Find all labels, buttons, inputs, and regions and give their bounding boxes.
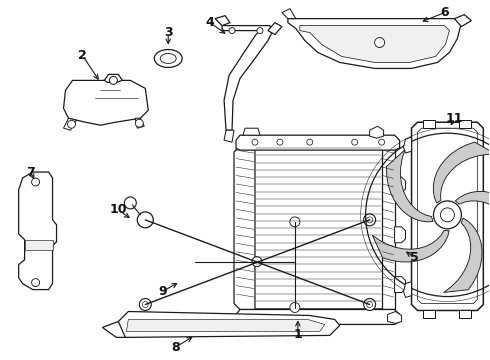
Polygon shape <box>24 240 52 250</box>
Polygon shape <box>135 118 144 128</box>
Polygon shape <box>369 126 384 138</box>
Circle shape <box>290 302 300 312</box>
Text: 3: 3 <box>164 26 172 39</box>
Circle shape <box>367 302 372 307</box>
Polygon shape <box>268 23 282 35</box>
Circle shape <box>32 279 40 287</box>
Polygon shape <box>404 137 412 153</box>
Polygon shape <box>116 311 340 337</box>
Circle shape <box>32 178 40 186</box>
Polygon shape <box>300 26 449 62</box>
Text: 8: 8 <box>171 341 179 354</box>
Polygon shape <box>224 130 234 142</box>
Circle shape <box>109 76 118 84</box>
Ellipse shape <box>154 50 182 67</box>
Polygon shape <box>372 230 449 262</box>
Circle shape <box>257 28 263 33</box>
Text: 11: 11 <box>445 112 463 125</box>
Text: 5: 5 <box>410 251 419 264</box>
Circle shape <box>142 217 148 223</box>
Polygon shape <box>288 19 462 68</box>
Polygon shape <box>126 319 325 332</box>
Circle shape <box>375 37 385 48</box>
Circle shape <box>352 139 358 145</box>
Circle shape <box>277 139 283 145</box>
Circle shape <box>139 298 151 310</box>
Text: 10: 10 <box>110 203 127 216</box>
Polygon shape <box>455 192 490 243</box>
Circle shape <box>307 139 313 145</box>
Circle shape <box>379 139 385 145</box>
Polygon shape <box>236 310 399 324</box>
Ellipse shape <box>160 54 176 63</box>
Bar <box>240 145 394 310</box>
Circle shape <box>139 214 151 226</box>
Polygon shape <box>102 321 125 337</box>
Text: 7: 7 <box>26 166 35 179</box>
Polygon shape <box>423 310 436 319</box>
Text: 6: 6 <box>440 6 449 19</box>
Polygon shape <box>388 311 401 323</box>
Polygon shape <box>394 227 406 243</box>
Text: 1: 1 <box>294 328 302 341</box>
Polygon shape <box>454 15 471 27</box>
Circle shape <box>135 119 143 127</box>
Polygon shape <box>460 310 471 319</box>
Polygon shape <box>382 145 394 310</box>
Circle shape <box>252 257 262 267</box>
Polygon shape <box>243 324 260 332</box>
Polygon shape <box>19 172 56 289</box>
Polygon shape <box>222 26 272 130</box>
Polygon shape <box>104 75 122 82</box>
Polygon shape <box>282 9 296 19</box>
Circle shape <box>229 28 235 33</box>
Text: 4: 4 <box>206 16 215 29</box>
Circle shape <box>68 120 75 128</box>
Text: 2: 2 <box>78 49 87 62</box>
Polygon shape <box>460 120 471 128</box>
Circle shape <box>364 214 376 226</box>
Circle shape <box>441 208 454 222</box>
Circle shape <box>142 302 148 307</box>
Circle shape <box>252 139 258 145</box>
Polygon shape <box>64 118 76 130</box>
Polygon shape <box>236 135 399 150</box>
Polygon shape <box>64 80 148 125</box>
Circle shape <box>243 315 253 324</box>
Polygon shape <box>394 177 406 193</box>
Polygon shape <box>423 120 436 128</box>
Polygon shape <box>433 142 490 203</box>
Polygon shape <box>412 122 483 310</box>
Polygon shape <box>443 218 482 292</box>
Circle shape <box>124 197 136 209</box>
Circle shape <box>367 217 372 223</box>
Circle shape <box>434 201 462 229</box>
Circle shape <box>364 298 376 310</box>
Circle shape <box>290 217 300 227</box>
Polygon shape <box>243 128 260 135</box>
Polygon shape <box>394 276 406 293</box>
Text: 9: 9 <box>158 285 167 298</box>
Polygon shape <box>404 282 412 298</box>
Polygon shape <box>234 145 255 310</box>
Polygon shape <box>387 150 433 222</box>
Polygon shape <box>215 15 230 26</box>
Circle shape <box>137 212 153 228</box>
